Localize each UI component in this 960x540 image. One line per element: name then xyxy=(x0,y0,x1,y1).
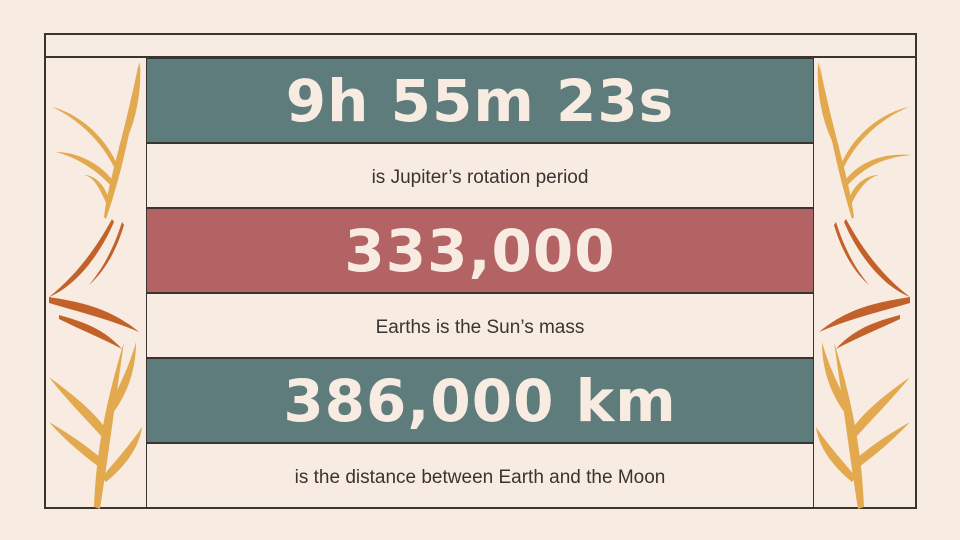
stat-caption-area: is the distance between Earth and the Mo… xyxy=(147,444,813,507)
stat-caption: is Jupiter’s rotation period xyxy=(371,166,589,188)
frame-bottom-border xyxy=(44,507,917,509)
stat-caption: is the distance between Earth and the Mo… xyxy=(294,466,666,488)
stat-value: 9h 55m 23s xyxy=(285,66,675,135)
stat-caption-area: Earths is the Sun’s mass xyxy=(147,294,813,357)
stat-caption-area: is Jupiter’s rotation period xyxy=(147,144,813,207)
stat-block-moon-distance: 386,000 km is the distance between Earth… xyxy=(147,357,813,507)
frame-left-border xyxy=(44,33,46,509)
frame-right-border xyxy=(915,33,917,509)
leaf-branch-icon xyxy=(49,62,142,509)
stat-caption: Earths is the Sun’s mass xyxy=(375,316,585,338)
stat-value-band: 9h 55m 23s xyxy=(147,57,813,144)
stat-value-band: 333,000 xyxy=(147,207,813,294)
stat-block-rotation: 9h 55m 23s is Jupiter’s rotation period xyxy=(147,57,813,207)
stat-value-band: 386,000 km xyxy=(147,357,813,444)
panel-right-divider xyxy=(812,56,814,509)
stat-value: 386,000 km xyxy=(283,366,677,435)
leaf-branch-icon xyxy=(816,62,912,509)
frame-top-border xyxy=(44,33,917,35)
stat-value: 333,000 xyxy=(344,216,616,285)
stat-block-sun-mass: 333,000 Earths is the Sun’s mass xyxy=(147,207,813,357)
